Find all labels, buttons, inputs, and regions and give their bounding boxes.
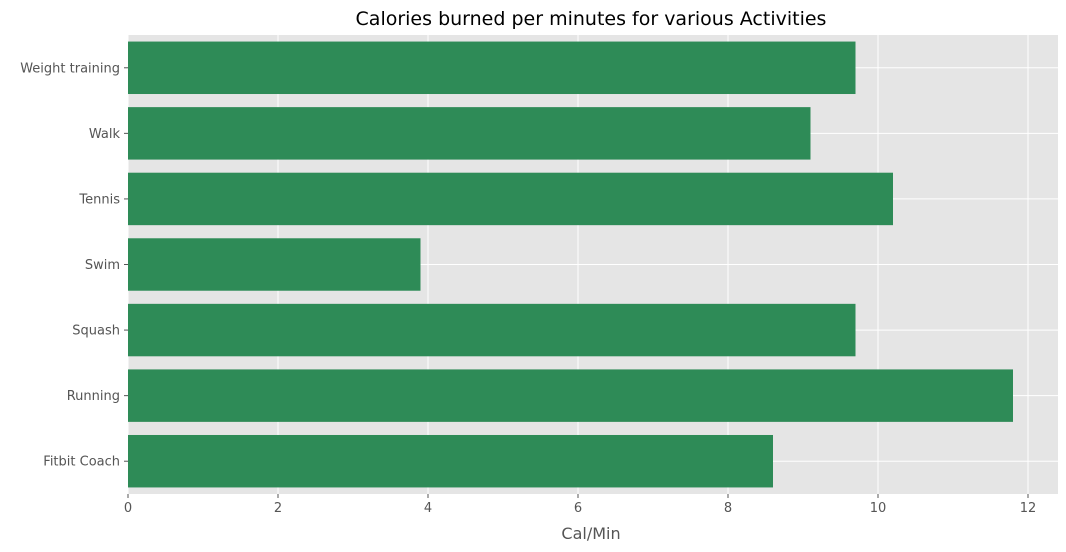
y-tick-label: Walk [89,127,121,142]
y-tick-label: Squash [72,324,120,339]
x-tick-label: 4 [424,501,432,516]
y-tick-label: Running [67,389,120,404]
x-tick-label: 0 [124,501,132,516]
y-tick-labels: Fitbit Coach Running Squash Swim Tennis Walk W… [20,61,128,470]
x-tick-label: 12 [1020,501,1037,516]
y-tick-label: Tennis [78,192,120,207]
bar-fitbit-coach [128,434,773,488]
bars-group [128,41,1013,488]
bar-swim [128,238,421,291]
bar-weight-training [128,41,856,95]
x-axis-label: Cal/Min [561,524,620,543]
y-tick-label: Fitbit Coach [43,455,120,470]
bar-tennis [128,172,893,226]
bar-walk [128,107,811,160]
chart-title: Calories burned per minutes for various … [356,8,827,30]
bar-running [128,369,1013,422]
bar-squash [128,303,856,357]
x-tick-label: 8 [724,501,732,516]
x-tick-label: 2 [274,501,282,516]
y-tick-label: Swim [85,258,120,273]
x-tick-label: 6 [574,501,582,516]
y-tick-label: Weight training [20,61,120,76]
x-tick-label: 10 [870,501,887,516]
x-tick-labels: 0 2 4 6 8 10 12 [124,494,1036,516]
